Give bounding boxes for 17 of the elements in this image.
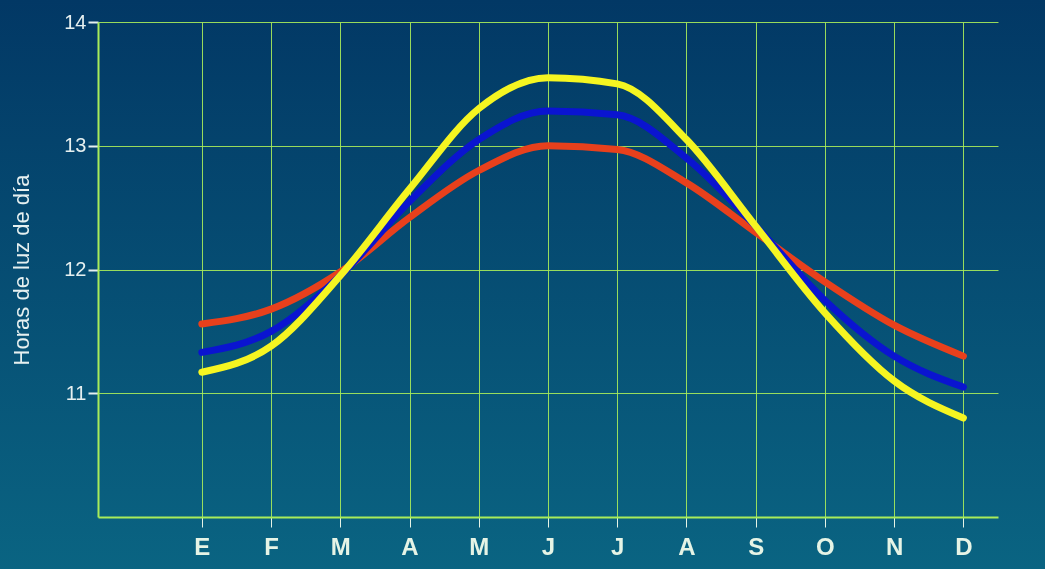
x-tick-label: S <box>748 532 765 560</box>
x-tick-label: D <box>955 532 973 560</box>
y-axis-title: Horas de luz de día <box>9 173 35 366</box>
x-tick-label: F <box>264 532 279 560</box>
y-tick-label: 14 <box>64 10 87 33</box>
x-tick-label: M <box>469 532 490 560</box>
x-tick-label: N <box>885 532 904 560</box>
x-tick-label: O <box>816 532 835 560</box>
x-tick-label: A <box>401 532 419 560</box>
y-tick-label: 13 <box>64 134 87 157</box>
x-tick-label: E <box>194 532 211 560</box>
x-tick-label: J <box>541 532 556 560</box>
x-tick-label: M <box>330 532 351 560</box>
y-tick-label: 11 <box>65 381 87 404</box>
x-tick-label: A <box>678 532 696 560</box>
x-tick-label: J <box>611 532 625 560</box>
y-tick-label: 12 <box>64 258 87 280</box>
